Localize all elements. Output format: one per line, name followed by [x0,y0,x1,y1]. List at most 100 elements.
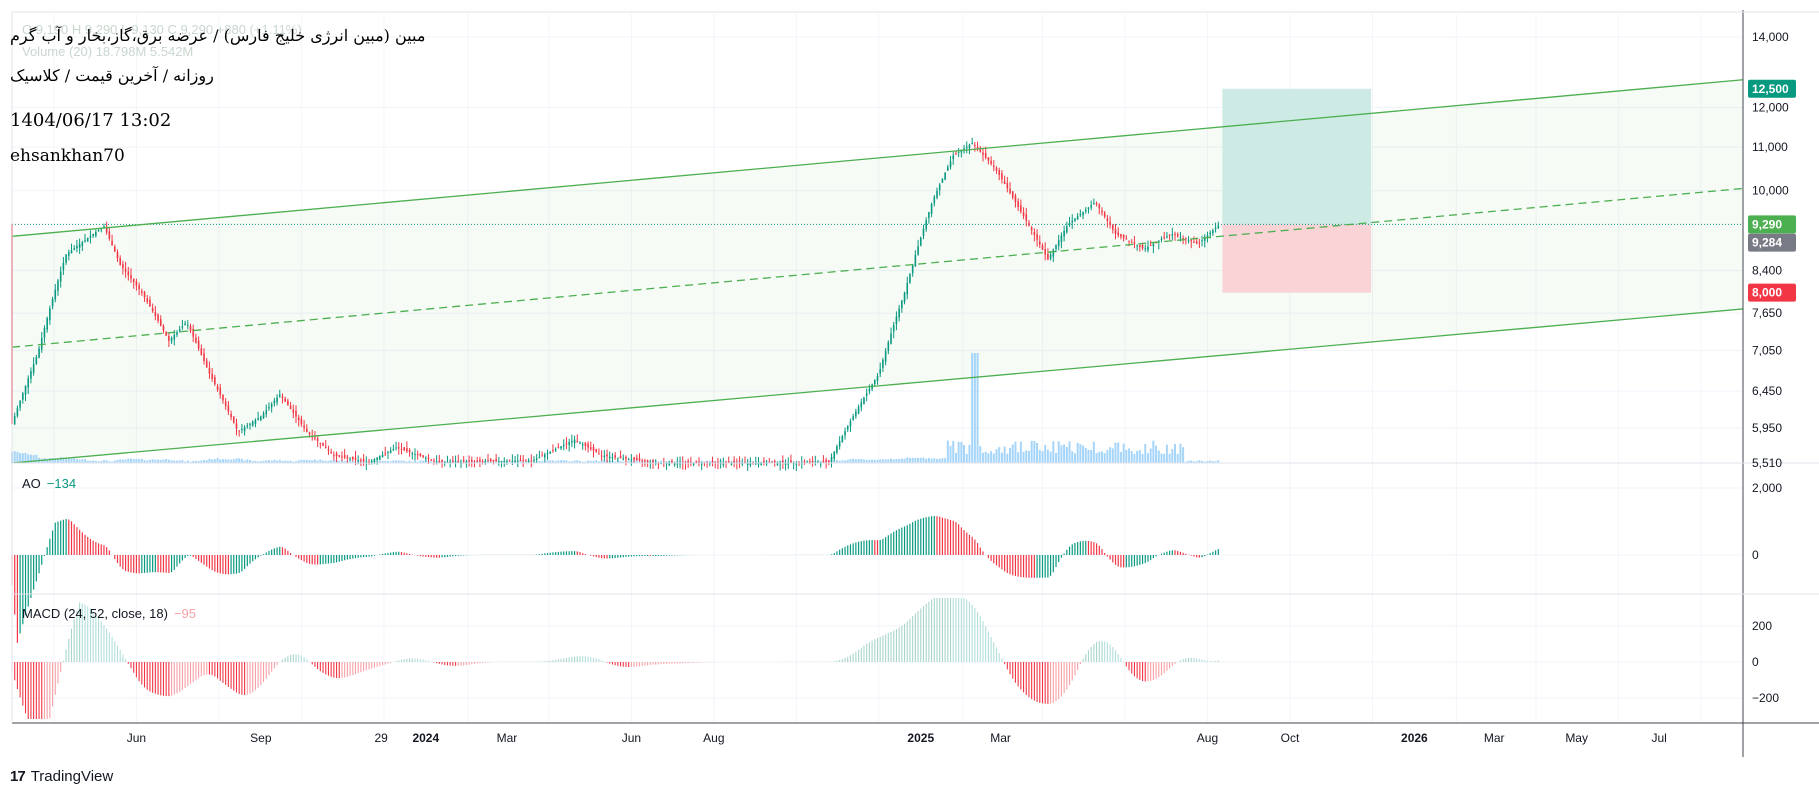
candle-body [430,459,433,461]
candle-body [809,461,811,463]
candle-body [176,332,178,335]
candle-body [1009,188,1011,194]
candle-body [952,155,955,160]
candle-body [863,397,865,404]
candle-body [357,460,359,462]
candle-body [508,460,511,462]
volume-bar [243,460,246,463]
volume-bar [378,461,381,463]
candle-body [763,460,765,463]
candle-body [625,457,627,459]
candle-body [379,456,381,460]
candle-body [1014,195,1017,203]
volume-bar [1133,453,1136,463]
candle-body [303,425,305,428]
volume-bar [351,461,354,463]
candle-body [251,421,254,426]
volume-bar [227,459,230,463]
time-tick-label: Mar [1484,731,1505,745]
volume-bar [1149,448,1152,463]
candle-body [16,408,19,416]
time-tick-label: Oct [1281,731,1300,745]
volume-bar [957,441,960,463]
parallel-channel[interactable] [11,79,1744,464]
candle-body [581,444,584,446]
candle-body [573,439,576,444]
candle-body [963,148,965,150]
volume-bar [1038,449,1041,463]
volume-bar [887,459,890,463]
price-axis[interactable]: 14,000 12,000 11,000 10,000 8,400 7,650 7,050 6… [1748,30,1796,705]
candle-body [617,457,619,459]
candle-body [879,369,882,374]
candle-body [795,462,798,465]
candle-body [857,406,860,414]
volume-bar [238,458,241,463]
volume-bar [903,458,906,463]
volume-bar [1184,461,1187,463]
volume-bar [584,461,587,463]
time-tick-label: Mar [990,731,1011,745]
stop-zone [1222,224,1372,293]
volume-bar [570,461,573,463]
candle-body [500,461,503,463]
time-axis[interactable]: Jun Sep 29 2024 Mar Jun Aug 2025 Mar Aug Oct 2026 Ma… [127,731,1667,745]
candle-body [38,348,40,358]
volume-bar [543,461,546,463]
volume-bar [597,461,600,463]
long-position-tool[interactable] [12,88,1743,293]
candle-body [1082,211,1084,216]
candle-body [846,426,849,430]
candle-body [1147,246,1149,251]
candle-body [1163,237,1165,239]
candle-body [830,456,833,462]
candle-body [127,271,130,276]
candle-body [836,446,838,453]
candle-body [425,457,427,459]
candle-body [1141,244,1144,249]
candle-body [679,463,681,465]
volume-bar [132,459,135,463]
candle-body [652,460,654,463]
candle-body [151,308,154,312]
volume-bar [898,458,901,463]
volume-bar [75,458,78,463]
volume-bar [276,460,279,463]
volume-bar [240,458,243,463]
volume-bar [954,453,957,463]
volume-bar [29,454,32,463]
volume-bar [54,458,57,463]
candle-body [1114,229,1117,234]
volume-bar [127,458,130,463]
candle-body [971,143,973,145]
candle-body [292,409,295,413]
candle-body [773,460,776,463]
price-tick-label: 7,650 [1752,306,1782,320]
tradingview-brand[interactable]: 17 TradingView [10,768,113,785]
macd-legend[interactable]: MACD (24, 52, close, 18) −95 [22,606,196,621]
candle-body [584,442,587,446]
candle-body [1001,173,1003,180]
candle-body [576,440,579,442]
candle-body [1038,241,1041,245]
ao-legend[interactable]: AO −134 [22,476,76,491]
volume-bar [59,457,62,463]
candle-body [646,460,649,462]
candle-body [903,292,906,303]
price-label-current [1748,233,1796,252]
volume-bar [1106,449,1109,463]
candle-body [495,459,497,462]
candle-body [717,461,719,463]
candle-body [1103,212,1106,217]
candle-body [1160,239,1163,241]
volume-bar [573,460,576,463]
volume-bar [230,459,233,463]
volume-bar [881,459,884,463]
candle-body [1052,249,1055,257]
volume-bar [627,460,630,463]
volume-bar [1157,450,1160,463]
time-tick-label: 29 [375,731,389,745]
volume-bar [960,441,963,463]
candle-body [898,308,900,318]
